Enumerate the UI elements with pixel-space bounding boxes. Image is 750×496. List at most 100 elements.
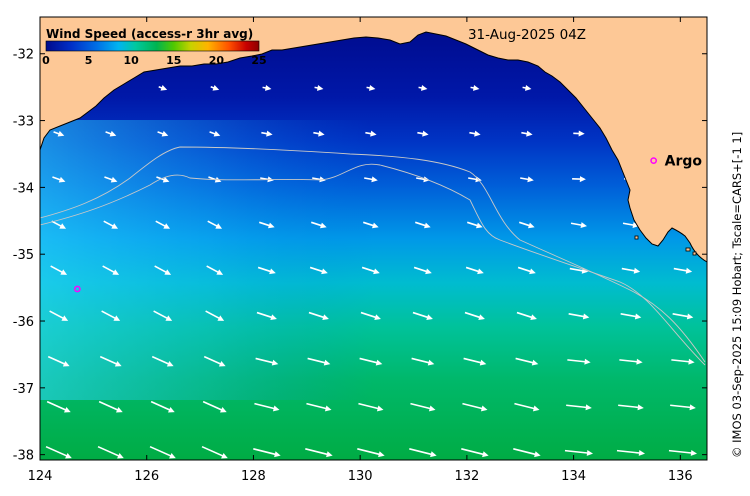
wind-arrow	[415, 221, 431, 229]
wind-arrow	[202, 400, 227, 413]
wind-arrow	[469, 130, 481, 137]
wind-arrow	[618, 404, 644, 411]
color-legend: Wind Speed (access-r 3hr avg) 0 5 10 15 20 25	[42, 27, 266, 67]
date-label: 31-Aug-2025 04Z	[468, 27, 586, 43]
y-tick-label: -34	[13, 181, 34, 196]
wind-arrow	[157, 130, 169, 137]
argo-floats: Argo	[74, 154, 702, 293]
bathymetry-contour-inner	[40, 163, 706, 366]
wind-arrow	[671, 358, 695, 365]
wind-arrow	[621, 267, 641, 274]
wind-arrow	[573, 130, 585, 137]
wind-arrow	[564, 449, 594, 456]
x-tick-label: 136	[668, 469, 693, 484]
wind-arrow	[102, 265, 120, 275]
wind-arrow	[572, 176, 586, 183]
wind-arrow	[522, 84, 532, 91]
wind-arrow	[409, 448, 437, 458]
legend-tick-label: 25	[251, 54, 266, 67]
wind-arrow	[156, 176, 170, 183]
bathymetry-contour-outer	[40, 146, 706, 363]
wind-arrow	[364, 176, 378, 183]
wind-arrow	[150, 400, 175, 413]
wind-arrow	[463, 357, 487, 366]
wind-arrow	[46, 400, 71, 413]
wind-arrow	[365, 130, 377, 137]
legend-tick-label: 15	[166, 54, 181, 67]
wind-arrow	[207, 220, 223, 229]
wind-arrow	[361, 266, 380, 275]
wind-arrow	[309, 266, 328, 275]
wind-arrow	[255, 357, 279, 366]
wind-arrow	[519, 221, 535, 229]
wind-arrow	[210, 85, 220, 91]
wind-arrow	[253, 448, 281, 458]
wind-arrow	[567, 358, 591, 365]
credit-text: © IMOS 03-Sep-2025 15:09 Hobart; Tscale=…	[730, 132, 744, 458]
wind-arrow	[516, 311, 537, 321]
legend-tick-label: 10	[124, 54, 140, 67]
wind-arrow	[417, 130, 429, 137]
wind-arrow	[154, 265, 172, 275]
wind-arrow	[306, 402, 332, 412]
island	[685, 247, 691, 252]
argo-marker	[650, 157, 657, 165]
wind-arrow	[205, 310, 225, 321]
wind-arrow	[464, 311, 485, 321]
wind-arrow	[359, 357, 383, 366]
wind-arrow	[461, 448, 489, 458]
wind-arrow	[672, 313, 694, 320]
y-tick-label: -33	[13, 115, 34, 130]
x-tick-label: 134	[561, 469, 586, 484]
wind-arrow	[256, 311, 277, 321]
y-tick-label: -37	[13, 382, 34, 397]
wind-arrow	[259, 221, 275, 229]
wind-arrow	[206, 265, 224, 275]
wind-arrow	[566, 404, 592, 411]
wind-arrow	[568, 313, 590, 320]
wind-arrow	[411, 357, 435, 366]
wind-arrow	[105, 130, 117, 137]
wind-arrow	[410, 402, 436, 412]
wind-arrow	[313, 130, 325, 137]
wind-arrow	[314, 84, 324, 91]
y-axis: -32 -33 -34 -35 -36 -37 -38	[13, 48, 707, 464]
legend-tick-label: 0	[42, 54, 50, 67]
x-tick-label: 130	[348, 469, 373, 484]
wind-arrow	[470, 84, 480, 91]
x-tick-label: 132	[454, 469, 479, 484]
sea-field-west	[40, 120, 707, 400]
wind-arrow	[52, 176, 66, 183]
wind-arrow	[257, 266, 276, 275]
argo-marker	[74, 285, 81, 293]
wind-arrow	[673, 267, 693, 274]
wind-arrow	[668, 449, 698, 456]
wind-arrow	[49, 310, 69, 321]
wind-arrow	[366, 84, 376, 91]
wind-arrow	[53, 130, 65, 137]
wind-arrow	[363, 221, 379, 229]
wind-arrow	[517, 266, 536, 275]
wind-arrow	[158, 85, 168, 91]
wind-arrow	[418, 84, 428, 91]
wind-arrow	[45, 445, 72, 459]
wind-arrow	[209, 130, 221, 137]
legend-colorbar	[45, 40, 260, 52]
x-tick-label: 124	[28, 469, 53, 484]
wind-arrow	[616, 449, 646, 456]
wind-arrow	[155, 220, 171, 229]
wind-arrow	[307, 357, 331, 366]
wind-arrow	[50, 265, 68, 275]
legend-tick-label: 5	[85, 54, 93, 67]
wind-arrow	[254, 402, 280, 412]
y-tick-label: -32	[13, 48, 34, 63]
legend-title: Wind Speed (access-r 3hr avg)	[46, 27, 253, 41]
wind-arrow	[305, 448, 333, 458]
wind-arrow	[520, 176, 534, 183]
wind-arrow	[101, 310, 121, 321]
wind-arrow	[149, 445, 176, 459]
wind-arrow	[619, 358, 643, 365]
wind-arrow	[99, 355, 122, 367]
plot-area	[40, 17, 707, 460]
wind-arrow	[98, 400, 123, 413]
